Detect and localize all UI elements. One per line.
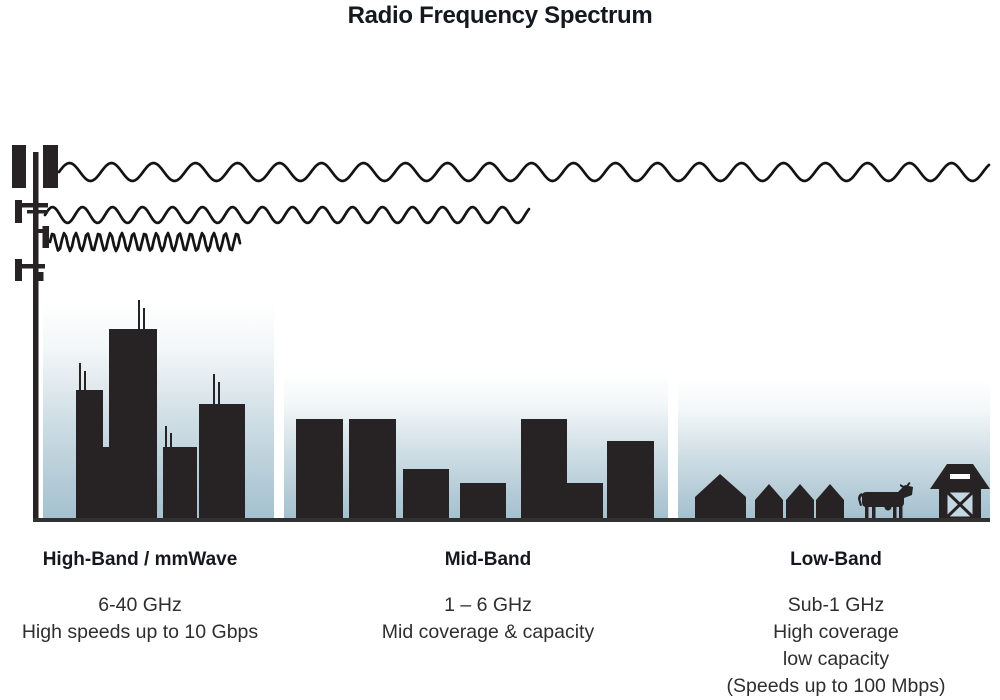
high-band-description: High speeds up to 10 Gbps (21, 621, 259, 643)
low-band-capacity: low capacity (782, 648, 890, 670)
ground-line (33, 518, 990, 522)
low-band-heading: Low-Band (790, 549, 882, 570)
low-band-frequency: Sub-1 GHz (787, 594, 885, 616)
city-skyline (76, 300, 245, 520)
long-wave-low-band-icon (57, 161, 991, 183)
high-band-label: High-Band / mmWave 6-40 GHz High speeds … (10, 548, 270, 646)
high-band-frequency: 6-40 GHz (98, 594, 182, 616)
suburb-skyline (296, 419, 654, 520)
mid-band-label: Mid-Band 1 – 6 GHz Mid coverage & capaci… (358, 548, 618, 646)
low-band-speed-note: (Speeds up to 100 Mbps) (726, 675, 946, 697)
low-band-coverage: High coverage (773, 621, 899, 643)
mid-band-heading: Mid-Band (444, 549, 532, 570)
mid-band-description: Mid coverage & capacity (381, 621, 595, 643)
low-band-label: Low-Band Sub-1 GHz High coverage low cap… (706, 548, 966, 700)
mid-band-frequency: 1 – 6 GHz (444, 594, 532, 616)
rural-houses (695, 474, 844, 520)
barn-icon (930, 464, 990, 520)
page-title: Radio Frequency Spectrum (347, 2, 653, 29)
high-band-heading: High-Band / mmWave (42, 549, 238, 570)
spectrum-graphic (12, 145, 991, 522)
cell-tower-icon (12, 145, 58, 520)
medium-wave-mid-band-icon (43, 205, 531, 225)
cow-icon (858, 482, 913, 519)
short-wave-high-band-icon (48, 231, 242, 253)
